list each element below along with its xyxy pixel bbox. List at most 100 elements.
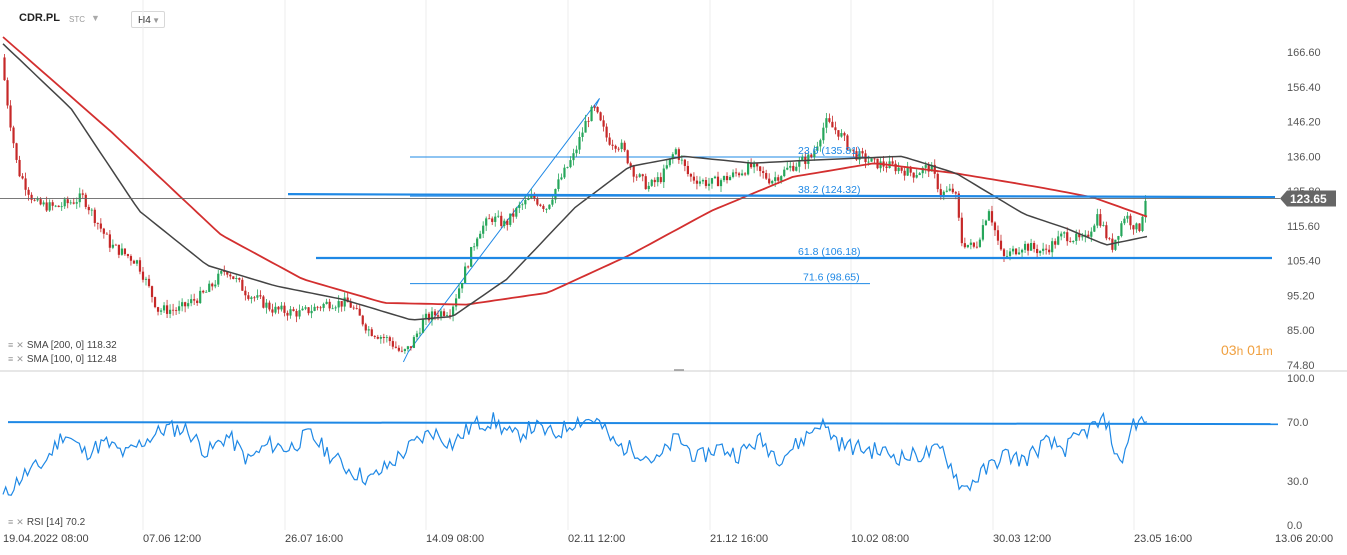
candle-body xyxy=(268,302,271,310)
candle-body xyxy=(494,216,497,222)
candle-body xyxy=(783,169,786,177)
price-axis[interactable]: 166.60156.40146.20136.00125.80115.60105.… xyxy=(1287,47,1321,372)
candle-body xyxy=(710,178,714,184)
candle-body xyxy=(834,127,837,131)
fib-level-label: 71.6 (98.65) xyxy=(803,272,860,284)
price-tick-label: 95.20 xyxy=(1287,290,1315,302)
rsi-axis[interactable]: 100.0 70.0 30.0 0.0 xyxy=(1287,373,1315,532)
rsi-legend[interactable]: ≡ ✕ RSI [14] 70.2 xyxy=(8,517,86,528)
candle-body xyxy=(382,336,385,338)
candle-body xyxy=(343,297,346,307)
candle-body xyxy=(367,329,370,331)
candle-body xyxy=(301,308,304,311)
candle-body xyxy=(397,347,400,351)
candle-body xyxy=(1005,255,1009,257)
candle-body xyxy=(1105,225,1108,239)
candle-body xyxy=(942,191,945,196)
settings-icon[interactable]: ≡ xyxy=(8,340,14,350)
candle-body xyxy=(199,290,202,303)
candle-body xyxy=(364,324,367,331)
candle-body xyxy=(153,297,157,308)
candle-body xyxy=(102,228,105,234)
candle-body xyxy=(485,218,488,226)
time-axis[interactable]: 19.04.2022 08:00 07.06 12:00 26.07 16:00 14… xyxy=(3,533,1333,545)
time-tick-label: 14.09 08:00 xyxy=(426,533,484,545)
close-icon[interactable]: ✕ xyxy=(16,517,24,527)
candle-body xyxy=(427,313,431,321)
candle-body xyxy=(48,202,51,211)
rsi-level-70-line[interactable] xyxy=(7,421,1279,426)
candle-body xyxy=(1002,249,1006,256)
resistance-line[interactable] xyxy=(287,193,1276,199)
candle-body xyxy=(984,220,988,226)
fibonacci-retracement[interactable] xyxy=(402,98,870,363)
candle-body xyxy=(867,161,870,163)
candle-body xyxy=(75,202,78,204)
candle-body xyxy=(385,337,388,338)
close-icon[interactable]: ✕ xyxy=(16,354,24,364)
candle-body xyxy=(277,306,280,310)
candle-body xyxy=(1045,248,1048,250)
candle-body xyxy=(141,271,145,280)
candle-body xyxy=(563,167,566,178)
candle-body xyxy=(144,278,148,280)
candle-body xyxy=(575,149,578,154)
candle-body xyxy=(608,137,611,145)
candle-body xyxy=(105,233,108,235)
timeframe-select[interactable]: H4 ▼ xyxy=(131,11,165,28)
candle-body xyxy=(734,172,738,174)
candle-body xyxy=(165,305,169,314)
sma200-legend[interactable]: ≡ ✕ SMA [200, 0] 118.32 xyxy=(8,340,117,351)
candle-body xyxy=(168,309,172,314)
candle-body xyxy=(596,106,599,113)
candle-body xyxy=(439,311,443,317)
candle-body xyxy=(1138,223,1141,231)
candle-body xyxy=(126,254,130,257)
candle-body xyxy=(193,299,196,301)
symbol-dropdown-icon[interactable]: ▼ xyxy=(91,13,100,23)
sma100-line[interactable] xyxy=(2,43,1148,321)
candle-body xyxy=(159,310,163,312)
candle-body xyxy=(304,307,307,309)
candle-body xyxy=(728,176,732,181)
candle-body xyxy=(689,174,693,177)
candle-body xyxy=(548,204,551,209)
candle-body xyxy=(1020,249,1024,253)
candle-body xyxy=(289,309,292,316)
candle-body xyxy=(325,301,328,304)
candle-body xyxy=(482,225,485,234)
candle-body xyxy=(229,274,232,277)
candle-body xyxy=(265,302,268,308)
close-icon[interactable]: ✕ xyxy=(16,340,24,350)
candle-body xyxy=(999,240,1003,250)
symbol-label[interactable]: CDR.PL xyxy=(19,12,60,24)
candle-body xyxy=(108,234,111,248)
sma100-legend[interactable]: ≡ ✕ SMA [100, 0] 112.48 xyxy=(8,354,117,365)
sma200-line[interactable] xyxy=(2,36,1148,306)
candle-body xyxy=(602,120,605,127)
price-tick-label: 166.60 xyxy=(1287,47,1321,59)
fib-trend-line[interactable] xyxy=(402,98,600,363)
candle-body xyxy=(530,195,533,199)
candle-body xyxy=(786,167,789,170)
chevron-down-icon: ▼ xyxy=(152,16,160,25)
candle-body xyxy=(217,273,220,285)
candle-body xyxy=(87,206,90,211)
rsi-pane[interactable] xyxy=(2,411,1279,496)
candle-body xyxy=(491,218,494,222)
candle-body xyxy=(593,106,596,108)
candle-body xyxy=(996,230,1000,241)
candle-body xyxy=(792,165,795,171)
candle-body xyxy=(1008,251,1012,256)
settings-icon[interactable]: ≡ xyxy=(8,517,14,527)
horizontal-lines[interactable] xyxy=(287,193,1276,260)
candle-body xyxy=(379,336,382,339)
candle-body xyxy=(707,183,711,186)
settings-icon[interactable]: ≡ xyxy=(8,354,14,364)
candle-body xyxy=(138,260,142,272)
candle-body xyxy=(479,233,482,239)
candle-body xyxy=(394,346,397,348)
candle-body xyxy=(132,260,136,264)
candle-body xyxy=(900,167,903,171)
